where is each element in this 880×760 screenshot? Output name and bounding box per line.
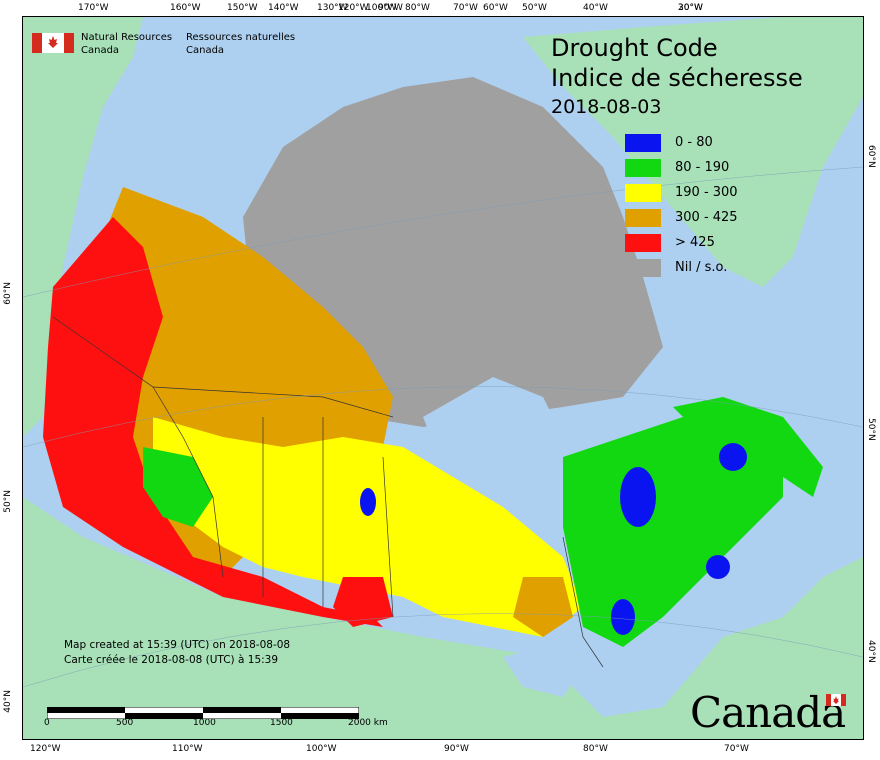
region-425-ontario xyxy=(333,577,393,627)
region-80-190-labrador xyxy=(673,397,823,497)
region-0-80-labrador xyxy=(719,443,747,471)
graticule-label: 70°W xyxy=(724,744,749,754)
agency-en-line1: Natural Resources xyxy=(81,32,173,43)
graticule-label: 100°W xyxy=(366,3,397,13)
region-425-west xyxy=(43,217,383,627)
legend-label: 80 - 190 xyxy=(675,160,730,175)
graticule-label: 120°W xyxy=(338,3,369,13)
region-0-80-sask xyxy=(360,488,376,516)
graticule-label: 90°W xyxy=(444,744,469,754)
wordmark-flag-icon xyxy=(826,691,846,706)
graticule-label: 30°W xyxy=(678,3,703,13)
scale-label: 0 xyxy=(44,718,50,728)
graticule-label: 40°N xyxy=(866,640,876,663)
region-0-80-quebec-1 xyxy=(620,467,656,527)
legend-label: 0 - 80 xyxy=(675,135,713,150)
province-border-mb-on xyxy=(382,456,394,618)
canada-flag-icon xyxy=(32,33,74,53)
legend-swatch xyxy=(625,259,661,277)
agency-name-en: Natural Resources Canada xyxy=(81,31,172,57)
graticule-label: 90°W xyxy=(378,3,403,13)
legend-swatch xyxy=(625,159,661,177)
map-canvas xyxy=(23,17,863,739)
region-300-425-ontario xyxy=(513,577,573,637)
map-date: 2018-08-03 xyxy=(551,96,662,118)
graticule-label: 50°W xyxy=(522,3,547,13)
graticule-label: 160°W xyxy=(170,3,201,13)
region-80-190-quebec xyxy=(563,417,783,647)
graticule-label: 150°W xyxy=(227,3,258,13)
agency-fr-line1: Ressources naturelles xyxy=(186,32,296,43)
graticule-label: 130°W xyxy=(317,3,348,13)
scale-bar xyxy=(46,704,360,720)
legend-label: Nil / s.o. xyxy=(675,260,728,275)
usa-land xyxy=(23,497,863,739)
legend-label: > 425 xyxy=(675,235,715,250)
graticule-label: 170°W xyxy=(78,3,109,13)
region-190-300-prairie xyxy=(153,417,583,637)
graticule-label: 50°N xyxy=(866,418,876,441)
province-border-bc-ab xyxy=(152,386,224,578)
territory-border xyxy=(52,316,394,418)
agency-name-fr: Ressources naturelles Canada xyxy=(186,31,295,57)
legend-label: 300 - 425 xyxy=(675,210,738,225)
graticule-label: 60°N xyxy=(866,145,876,168)
legend-swatch xyxy=(625,134,661,152)
graticule-label: 60°W xyxy=(483,3,508,13)
graticule-label: 40°W xyxy=(583,3,608,13)
graticule-label: 70°W xyxy=(453,3,478,13)
graticule-label: 80°W xyxy=(583,744,608,754)
graticule-label: 50°N xyxy=(3,490,13,513)
scale-label: 1500 xyxy=(270,718,293,728)
graticule-label: 140°W xyxy=(268,3,299,13)
agency-fr-line2: Canada xyxy=(186,45,225,56)
region-0-80-quebec-2 xyxy=(611,599,635,635)
legend-swatch xyxy=(625,209,661,227)
canada-wordmark: Canada xyxy=(690,688,846,737)
greenland xyxy=(523,17,863,287)
graticule-label: 80°W xyxy=(405,3,430,13)
graticule-label: 60°N xyxy=(3,282,13,305)
region-80-190-alberta xyxy=(143,447,213,527)
footnote-fr: Carte créée le 2018-08-08 (UTC) à 15:39 xyxy=(64,654,279,666)
graticule-label: 20°W xyxy=(678,3,703,13)
legend-swatch xyxy=(625,184,661,202)
footnote-en: Map created at 15:39 (UTC) on 2018-08-08 xyxy=(64,639,291,651)
legend-swatch xyxy=(625,234,661,252)
graticule-label: 120°W xyxy=(30,744,61,754)
map-frame xyxy=(22,16,864,740)
province-border-on-qc xyxy=(562,536,604,668)
graticule-label: 100°W xyxy=(306,744,337,754)
graticule-label: 110°W xyxy=(172,744,203,754)
scale-label: 2000 km xyxy=(348,718,388,728)
legend-label: 190 - 300 xyxy=(675,185,738,200)
great-lakes xyxy=(503,647,583,697)
hudson-bay xyxy=(423,377,563,487)
scale-label: 1000 xyxy=(193,718,216,728)
map-title-fr: Indice de sécheresse xyxy=(551,64,803,92)
graticule-lines xyxy=(23,166,863,688)
map-title-en: Drought Code xyxy=(551,34,718,62)
graticule-label: 40°N xyxy=(3,690,13,713)
region-0-80-pei xyxy=(706,555,730,579)
agency-en-line2: Canada xyxy=(81,45,120,56)
scale-label: 500 xyxy=(116,718,134,728)
